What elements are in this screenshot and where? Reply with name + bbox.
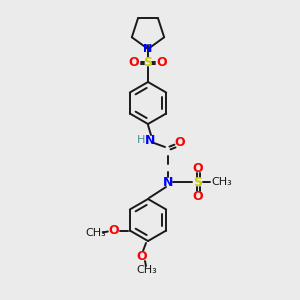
Text: CH₃: CH₃ <box>136 265 158 275</box>
Text: S: S <box>143 56 152 68</box>
Text: O: O <box>175 136 185 149</box>
Text: O: O <box>137 250 147 262</box>
Text: H: H <box>137 135 145 145</box>
Text: O: O <box>193 190 203 202</box>
Text: O: O <box>193 161 203 175</box>
Text: CH₃: CH₃ <box>212 177 233 187</box>
Text: N: N <box>145 134 155 146</box>
Text: O: O <box>109 224 119 237</box>
Text: N: N <box>163 176 173 188</box>
Text: O: O <box>157 56 167 68</box>
Text: N: N <box>143 44 153 54</box>
Text: S: S <box>194 176 202 188</box>
Text: CH₃: CH₃ <box>85 229 106 238</box>
Text: O: O <box>129 56 139 68</box>
